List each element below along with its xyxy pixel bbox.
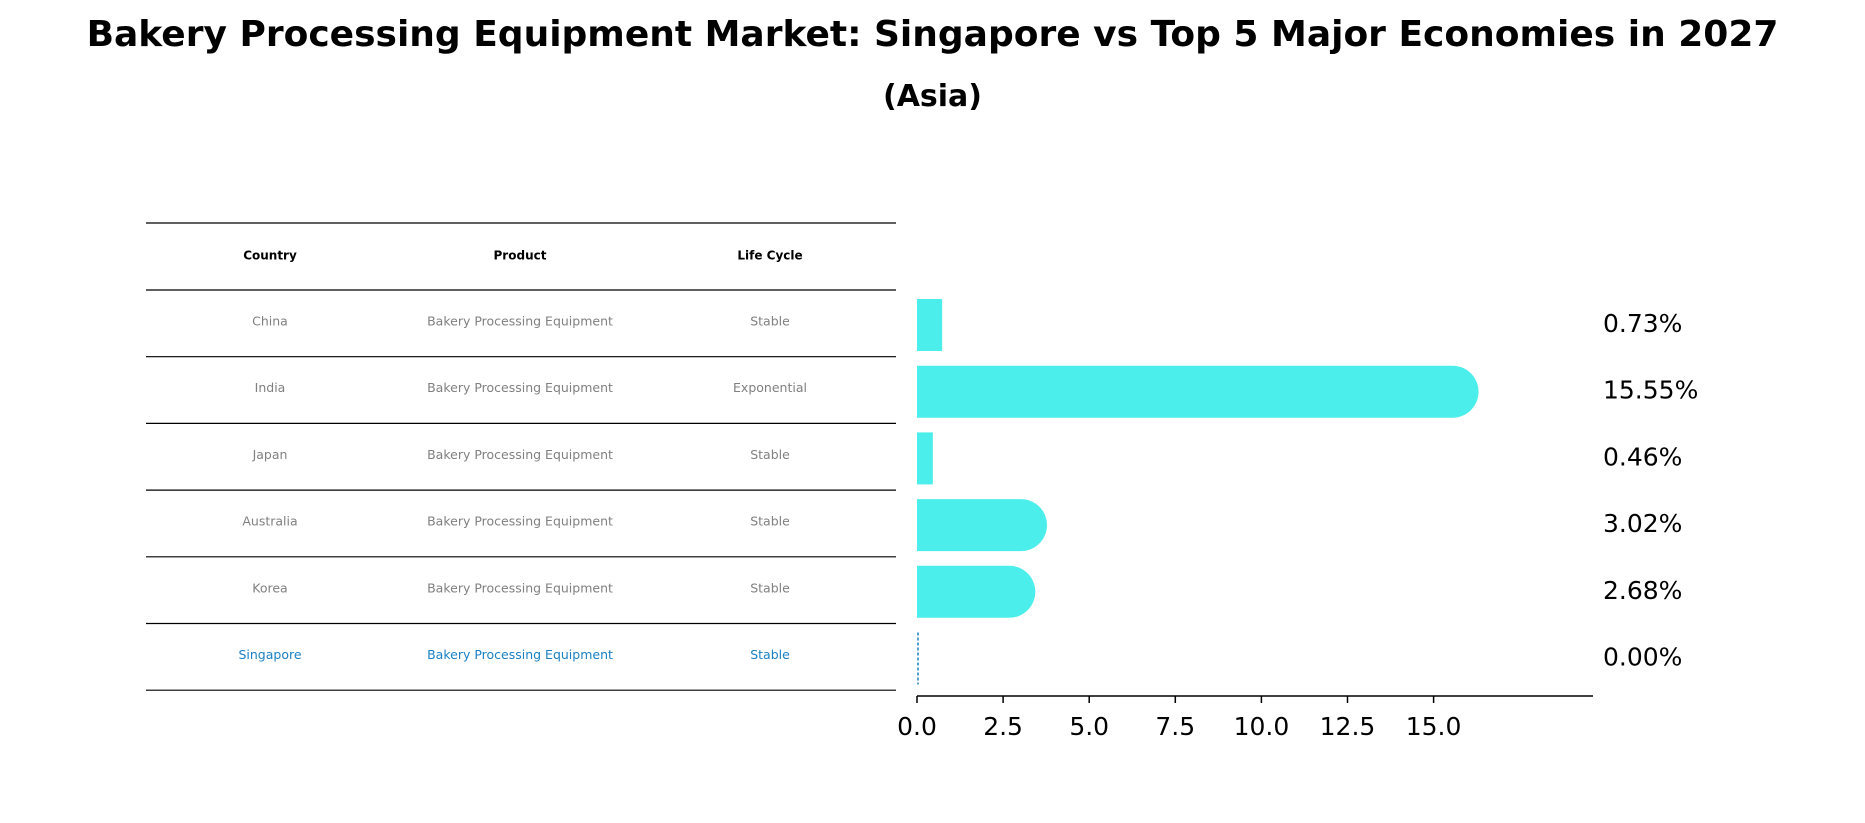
table-cell: Singapore — [238, 647, 301, 662]
table-cell: Bakery Processing Equipment — [427, 514, 613, 529]
table-cell: Stable — [750, 447, 790, 462]
table-cell: Korea — [252, 580, 287, 595]
table-cell: Stable — [750, 580, 790, 595]
table-header-cell: Product — [494, 249, 547, 263]
chart-title: Bakery Processing Equipment Market: Sing… — [86, 14, 1779, 55]
bar-value-label: 2.68% — [1603, 576, 1682, 605]
x-tick-label: 10.0 — [1234, 712, 1290, 741]
x-tick-label: 0.0 — [897, 712, 937, 741]
x-tick-label: 2.5 — [983, 712, 1023, 741]
bar-value-label: 0.00% — [1603, 643, 1682, 672]
chart-subtitle: (Asia) — [882, 79, 983, 114]
bar-value-label: 0.73% — [1603, 309, 1682, 338]
table-cell: Japan — [252, 447, 288, 462]
x-tick-label: 12.5 — [1320, 712, 1376, 741]
bar-value-label: 0.46% — [1603, 442, 1682, 471]
bar-value-label: 15.55% — [1603, 376, 1698, 405]
table-header-cell: Country — [243, 249, 297, 263]
table-cell: Bakery Processing Equipment — [427, 314, 613, 329]
bar-australia — [917, 499, 1047, 552]
bar-japan — [917, 432, 933, 485]
x-tick-label: 15.0 — [1406, 712, 1462, 741]
table-cell: Stable — [750, 314, 790, 329]
bar-india — [917, 365, 1479, 418]
x-tick-label: 7.5 — [1155, 712, 1195, 741]
table-cell: Bakery Processing Equipment — [427, 380, 613, 395]
x-tick-label: 5.0 — [1069, 712, 1109, 741]
table-cell: China — [252, 314, 288, 329]
table-cell: Stable — [750, 514, 790, 529]
table-cell: Exponential — [733, 380, 807, 395]
table-cell: India — [255, 380, 286, 395]
table-cell: Bakery Processing Equipment — [427, 580, 613, 595]
bar-china — [917, 299, 943, 351]
bar-korea — [917, 565, 1036, 618]
table-cell: Bakery Processing Equipment — [427, 647, 613, 662]
bar-value-label: 3.02% — [1603, 509, 1682, 538]
table-cell: Stable — [750, 647, 790, 662]
table-cell: Bakery Processing Equipment — [427, 447, 613, 462]
table-cell: Australia — [242, 514, 297, 529]
table-header-cell: Life Cycle — [737, 249, 802, 263]
